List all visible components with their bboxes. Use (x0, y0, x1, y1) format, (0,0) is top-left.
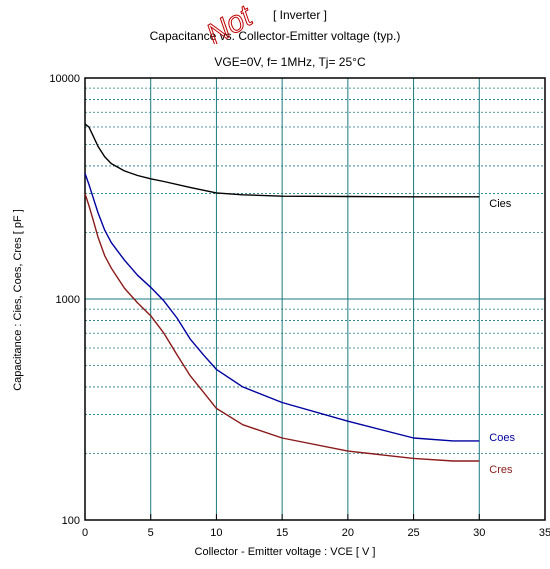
x-tick-label: 15 (276, 527, 288, 539)
series-label-cres: Cres (489, 464, 513, 476)
y-tick-label: 10000 (49, 73, 80, 85)
x-tick-label: 5 (148, 527, 154, 539)
plot-frame (84, 77, 546, 521)
chart-conditions: VGE=0V, f= 1MHz, Tj= 25°C (15, 55, 550, 69)
y-tick-label: 1000 (56, 294, 80, 306)
x-tick-label: 0 (82, 527, 88, 539)
chart-title: [ Inverter ] (272, 8, 328, 22)
x-axis-label: Collector - Emitter voltage : VCE [ V ] (194, 546, 376, 558)
conditions-unit: °C (352, 55, 366, 69)
chart-subtitle: Capacitance vs. Collector-Emitter voltag… (149, 29, 401, 43)
series-line-coes (84, 173, 480, 442)
x-tick-label: 25 (407, 527, 419, 539)
y-tick-label: 100 (62, 515, 80, 527)
series-label-cies: Cies (489, 198, 512, 210)
y-axis-label: Capacitance : Cies, Coes, Cres [ pF ] (12, 209, 24, 391)
x-tick-label: 20 (342, 527, 354, 539)
series-line-cies (84, 123, 480, 198)
x-tick-label: 35 (539, 527, 550, 539)
x-tick-label: 10 (210, 527, 222, 539)
watermark-stamp: Not (200, 0, 259, 44)
x-tick-label: 30 (473, 527, 485, 539)
series-label-coes: Coes (489, 432, 515, 444)
conditions-text: VGE=0V, f= 1MHz, Tj= 25 (214, 55, 353, 69)
series-line-cres (84, 193, 480, 462)
